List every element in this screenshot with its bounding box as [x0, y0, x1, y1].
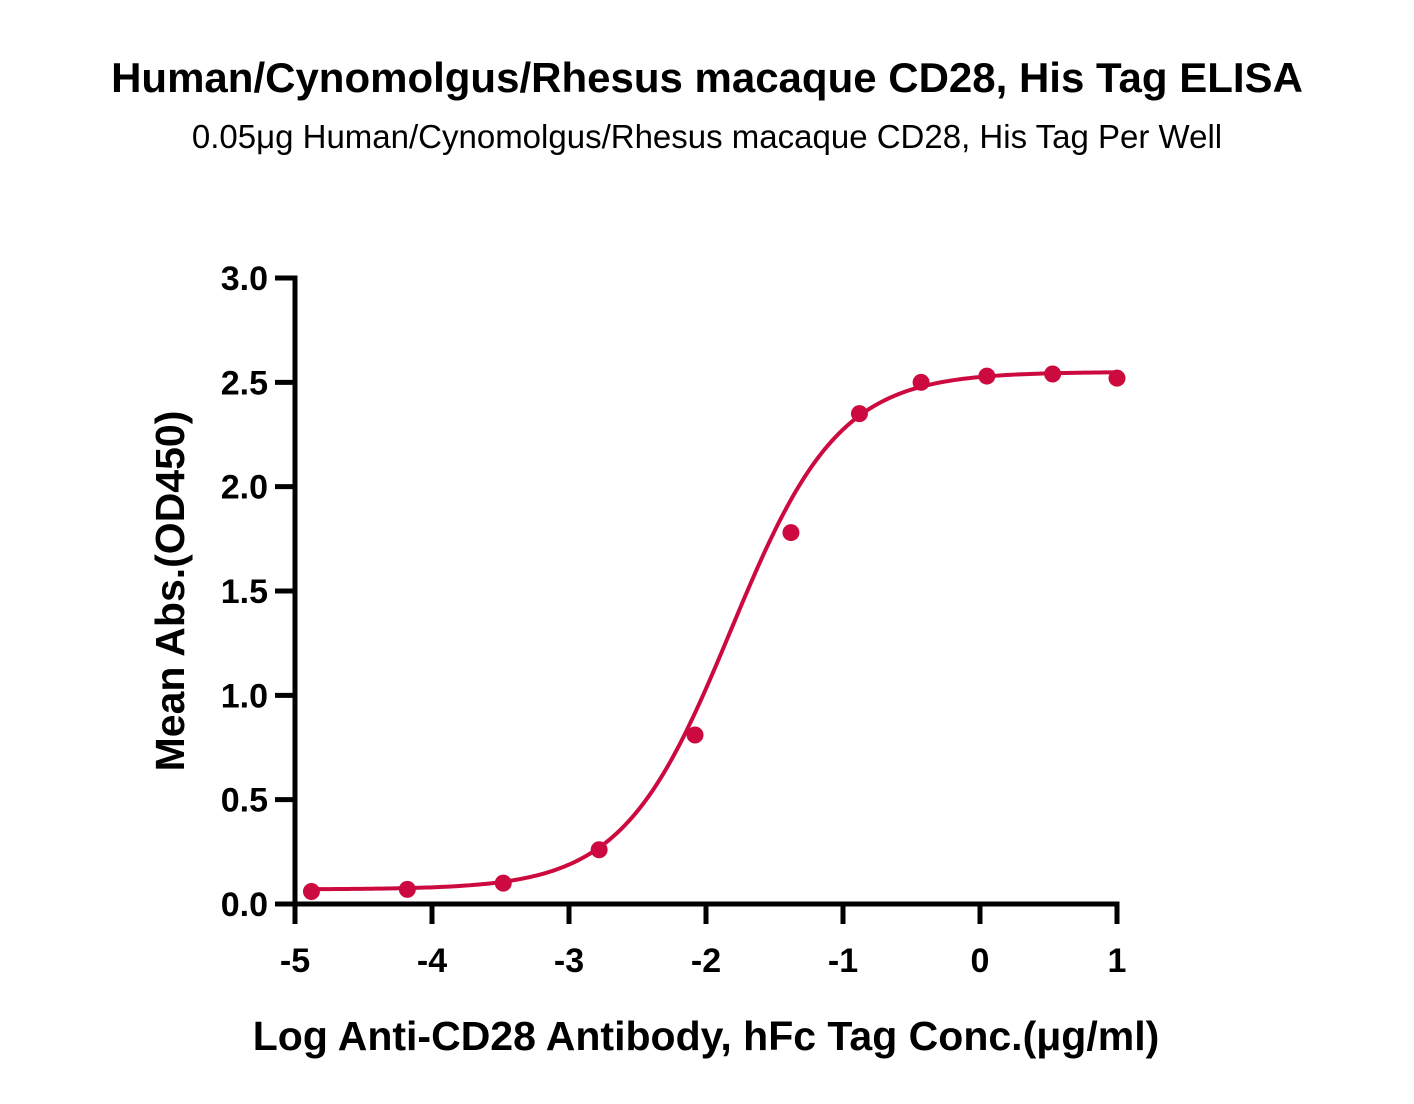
data-point — [1044, 365, 1062, 383]
y-tick-label: 0.5 — [221, 782, 268, 820]
data-point — [912, 373, 930, 391]
fit-curve-layer — [311, 370, 1118, 892]
data-point — [978, 367, 996, 385]
y-tick-label: 2.0 — [221, 469, 268, 507]
x-tick-label: -3 — [554, 942, 584, 980]
data-point — [398, 880, 416, 898]
data-point — [782, 524, 800, 542]
y-tick-label: 3.0 — [221, 260, 268, 298]
data-point — [686, 726, 704, 744]
y-axis-label: Mean Abs.(OD450) — [147, 411, 193, 772]
y-axis: 0.0 0.5 1.0 1.5 2.0 2.5 3.0 — [221, 260, 298, 924]
chart-subtitle: 0.05μg Human/Cynomolgus/Rhesus macaque C… — [191, 118, 1223, 155]
data-point — [494, 874, 512, 892]
y-tick-label: 1.5 — [221, 573, 268, 611]
x-tick-label: -4 — [417, 942, 447, 980]
x-tick-label: -1 — [828, 942, 858, 980]
chart-title: Human/Cynomolgus/Rhesus macaque CD28, Hi… — [111, 54, 1303, 101]
x-tick-label: 0 — [971, 942, 990, 980]
data-point — [1108, 369, 1126, 387]
fit-curve — [311, 370, 1118, 892]
data-points-layer — [302, 365, 1126, 900]
y-tick-label: 0.0 — [221, 886, 268, 924]
y-tick-label: 2.5 — [221, 364, 268, 402]
x-axis: -5 -4 -3 -2 -1 0 1 — [280, 901, 1127, 980]
x-tick-label: -2 — [691, 942, 721, 980]
data-point — [302, 882, 320, 900]
x-axis-label: Log Anti-CD28 Antibody, hFc Tag Conc.(μg… — [253, 1013, 1160, 1059]
x-tick-label: -5 — [280, 942, 310, 980]
data-point — [850, 405, 868, 423]
x-tick-label: 1 — [1108, 942, 1127, 980]
y-tick-label: 1.0 — [221, 677, 268, 715]
data-point — [590, 841, 608, 859]
